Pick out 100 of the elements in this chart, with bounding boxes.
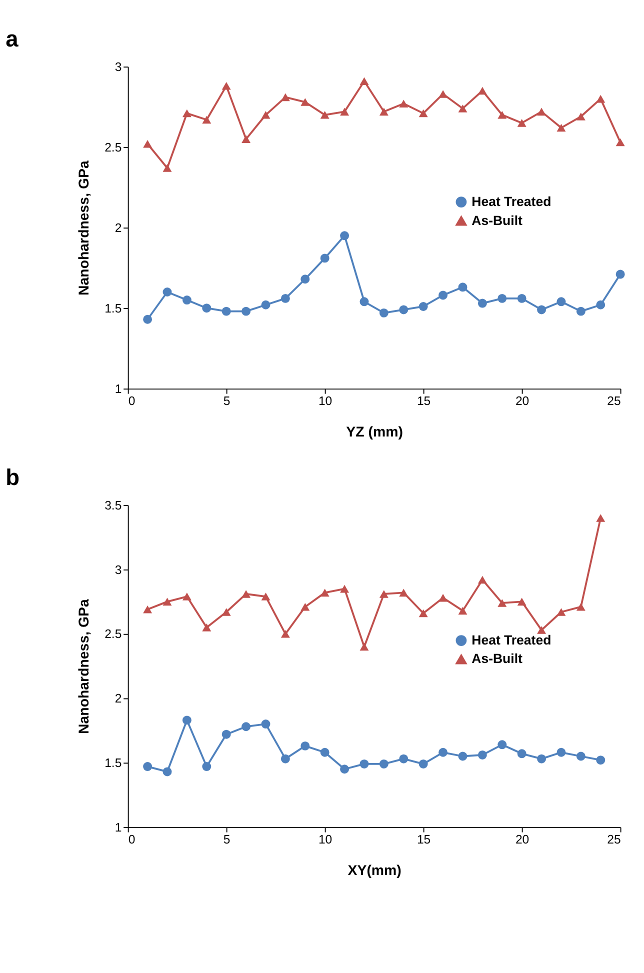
- point: [379, 108, 388, 116]
- point: [280, 630, 290, 638]
- point: [280, 294, 290, 303]
- point: [517, 294, 526, 303]
- y-tick-label: 1.5: [104, 756, 122, 770]
- point: [340, 108, 350, 116]
- point: [300, 274, 310, 284]
- legend-label: As-Built: [472, 651, 524, 666]
- point: [438, 594, 448, 602]
- point: [556, 608, 566, 616]
- point: [143, 140, 152, 148]
- x-tick-label: 10: [318, 394, 332, 408]
- point: [596, 94, 606, 103]
- point: [143, 606, 152, 614]
- x-axis-title: XY(mm): [348, 862, 402, 879]
- point: [242, 722, 251, 732]
- point: [458, 282, 468, 292]
- point: [261, 111, 270, 119]
- x-tick-label: 15: [416, 832, 431, 847]
- point: [162, 598, 172, 606]
- point: [556, 124, 566, 132]
- point: [616, 138, 625, 146]
- point: [438, 290, 448, 300]
- point: [418, 759, 428, 768]
- point: [458, 104, 468, 112]
- point: [478, 576, 487, 584]
- point: [438, 748, 448, 757]
- point: [162, 288, 172, 296]
- point: [379, 759, 388, 768]
- point: [399, 588, 408, 597]
- point: [222, 608, 231, 616]
- point: [537, 108, 546, 116]
- point: [596, 300, 606, 310]
- point: [458, 606, 468, 615]
- point: [242, 135, 251, 143]
- x-tick-label: 20: [515, 832, 530, 847]
- point: [360, 297, 369, 306]
- point: [458, 752, 468, 761]
- point: [517, 749, 526, 758]
- point: [478, 750, 487, 760]
- y-tick-label: 2.5: [104, 627, 122, 642]
- y-axis-title: Nanohardness, GPa: [76, 599, 92, 734]
- y-tick-label: 2.5: [104, 140, 122, 154]
- point: [222, 730, 231, 739]
- point: [379, 308, 388, 318]
- x-tick-label: 25: [607, 394, 621, 408]
- point: [202, 624, 212, 632]
- point: [576, 306, 586, 316]
- point: [300, 741, 310, 750]
- point: [537, 305, 546, 314]
- point: [280, 754, 290, 764]
- point: [222, 82, 231, 90]
- point: [242, 590, 251, 598]
- point: [556, 748, 566, 757]
- point: [498, 294, 507, 303]
- point: [242, 306, 251, 316]
- y-axis-title: Nanohardness, GPa: [76, 160, 92, 296]
- y-tick-label: 3: [114, 60, 122, 74]
- point: [478, 298, 487, 308]
- y-tick-label: 2: [114, 692, 122, 706]
- point: [300, 98, 310, 106]
- point: [320, 111, 330, 119]
- point: [162, 767, 172, 776]
- y-tick-label: 1: [114, 820, 122, 834]
- point: [261, 300, 270, 310]
- point: [517, 119, 526, 127]
- point: [596, 514, 606, 522]
- point: [418, 109, 428, 118]
- point: [280, 93, 290, 102]
- x-axis-title: YZ (mm): [346, 424, 404, 440]
- x-tick-label: 10: [318, 832, 332, 847]
- point: [320, 748, 330, 757]
- legend-label: Heat Treated: [472, 194, 552, 209]
- point: [340, 231, 350, 240]
- x-tick-label: 5: [223, 832, 230, 847]
- y-tick-label: 1.5: [104, 301, 122, 316]
- point: [576, 602, 586, 611]
- point: [517, 598, 526, 606]
- point: [616, 270, 625, 279]
- chart-title: b: [6, 464, 20, 490]
- point: [340, 584, 350, 593]
- point: [498, 740, 507, 750]
- x-tick-label: 20: [515, 394, 530, 408]
- y-tick-label: 3.5: [104, 498, 122, 512]
- point: [202, 762, 212, 772]
- point: [182, 592, 192, 600]
- y-tick-label: 2: [114, 220, 122, 235]
- point: [320, 254, 330, 263]
- point: [418, 302, 428, 311]
- point: [162, 164, 172, 172]
- point: [576, 112, 586, 120]
- point: [143, 314, 152, 324]
- point: [399, 305, 408, 314]
- x-tick-label: 15: [416, 394, 431, 408]
- point: [261, 720, 270, 729]
- x-tick-label: 5: [223, 394, 230, 408]
- point: [222, 306, 231, 316]
- point: [576, 752, 586, 761]
- legend-label: As-Built: [472, 212, 524, 228]
- point: [537, 754, 546, 764]
